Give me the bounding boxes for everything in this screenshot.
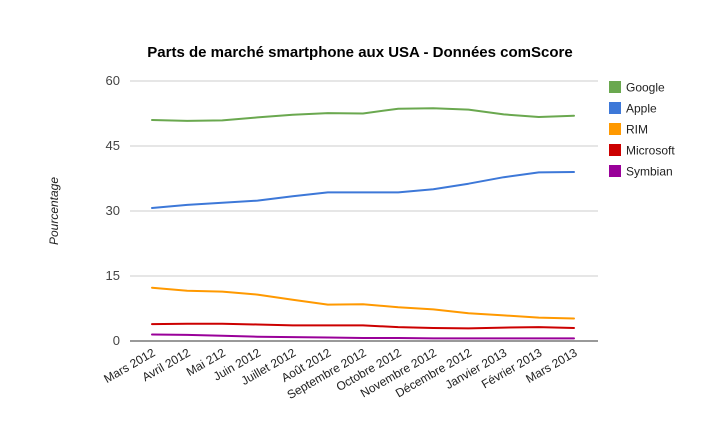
legend-item-apple: Apple bbox=[609, 102, 657, 116]
legend-item-symbian: Symbian bbox=[609, 165, 673, 179]
legend-swatch bbox=[609, 102, 621, 114]
chart-title: Parts de marché smartphone aux USA - Don… bbox=[147, 44, 572, 61]
legend-swatch bbox=[609, 123, 621, 135]
legend-label: Symbian bbox=[626, 165, 673, 179]
gridlines bbox=[130, 80, 598, 342]
y-axis-label: Pourcentage bbox=[47, 177, 61, 245]
series-lines bbox=[151, 107, 575, 340]
legend-swatch bbox=[609, 165, 621, 177]
y-axis-ticks: 0 15 30 45 60 bbox=[106, 73, 120, 348]
series-line-rim bbox=[151, 286, 575, 320]
series-line-google bbox=[151, 107, 575, 122]
series-line-microsoft bbox=[151, 322, 575, 330]
y-tick-label: 45 bbox=[106, 138, 120, 153]
series-line-symbian bbox=[151, 333, 575, 340]
legend-swatch bbox=[609, 144, 621, 156]
y-tick-label: 15 bbox=[106, 268, 120, 283]
y-tick-label: 30 bbox=[106, 203, 120, 218]
legend-label: RIM bbox=[626, 123, 648, 137]
legend-item-google: Google bbox=[609, 81, 665, 95]
legend-label: Apple bbox=[626, 102, 657, 116]
legend-label: Microsoft bbox=[626, 144, 675, 158]
y-tick-label: 60 bbox=[106, 73, 120, 88]
legend: Google Apple RIM Microsoft Symbian bbox=[609, 81, 675, 179]
legend-item-rim: RIM bbox=[609, 123, 648, 137]
legend-label: Google bbox=[626, 81, 665, 95]
y-tick-label: 0 bbox=[113, 333, 120, 348]
legend-swatch bbox=[609, 81, 621, 93]
legend-item-microsoft: Microsoft bbox=[609, 144, 675, 158]
series-line-apple bbox=[151, 171, 575, 209]
